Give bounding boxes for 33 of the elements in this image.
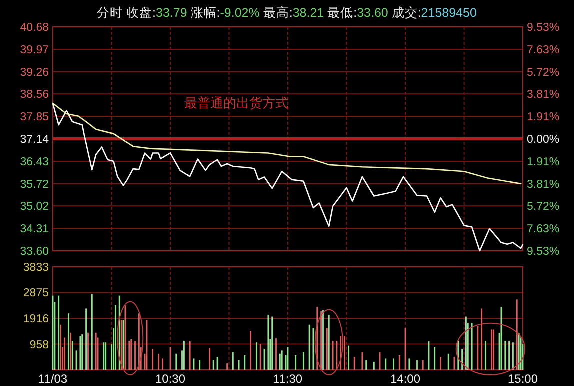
y2-tick-label: 0.00% — [527, 134, 560, 146]
y2-tick-label: 9.53% — [527, 246, 560, 258]
text: 分时 收盘:33.79 涨幅:-9.02% 最高:38.21 最低:33.60 成交:21589450 — [97, 6, 477, 20]
x-tick-label: 11:30 — [273, 372, 303, 386]
y-tick-label: 958 — [30, 339, 49, 352]
y-tick-label: 2875 — [23, 288, 49, 300]
y2-tick-label: 7.63% — [527, 44, 560, 56]
y2-tick-label: 7.63% — [527, 224, 560, 236]
y-tick-label: 34.31 — [20, 224, 49, 236]
y2-tick-label: 3.81% — [527, 178, 560, 191]
annotation: 最普通的出货方式 — [184, 96, 289, 111]
y2-tick-label: 5.72% — [527, 66, 560, 79]
y-tick-label: 35.02 — [20, 201, 49, 214]
y-tick-label: 3833 — [23, 262, 49, 274]
y-tick-label: 39.97 — [20, 44, 49, 56]
y2-tick-label: 1.91% — [527, 112, 560, 124]
y-tick-label: 33.60 — [20, 246, 49, 258]
x-tick-label: 11/03 — [38, 372, 68, 386]
y2-tick-label: 5.72% — [527, 201, 560, 214]
y-tick-label: 39.26 — [20, 66, 49, 79]
y2-tick-label: 1.91% — [527, 156, 560, 168]
y-tick-label: 37.14 — [20, 134, 50, 146]
x-tick-label: 15:00 — [508, 372, 538, 386]
y-tick-label: 35.72 — [20, 178, 49, 191]
y-tick-label: 36.43 — [20, 156, 49, 168]
y-tick-label: 40.68 — [20, 22, 49, 34]
y2-tick-label: 3.81% — [527, 89, 560, 102]
y-tick-label: 1916 — [23, 314, 49, 326]
x-tick-label: 14:00 — [390, 372, 421, 386]
y-tick-label: 38.56 — [20, 89, 49, 102]
y2-tick-label: 9.53% — [527, 22, 560, 34]
x-tick-label: 10:30 — [155, 372, 186, 386]
y-tick-label: 37.85 — [20, 112, 49, 124]
